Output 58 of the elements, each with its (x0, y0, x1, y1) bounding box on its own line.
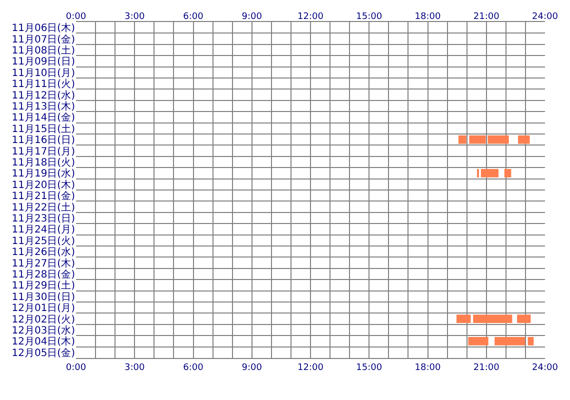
y-tick-label: 11月13日(木) (12, 100, 76, 112)
x2-tick-label: 12:00 (298, 362, 324, 373)
bar (494, 337, 526, 346)
bar (517, 314, 531, 323)
y-tick-label: 11月08日(土) (12, 44, 76, 56)
x2-tick-label: 6:00 (183, 362, 204, 373)
y-tick-label: 11月24日(月) (12, 224, 76, 236)
x2-tick-label: 18:00 (414, 362, 441, 373)
y-tick-label: 11月14日(金) (12, 112, 76, 124)
y-tick-label: 11月23日(日) (12, 214, 76, 224)
bar (480, 169, 498, 178)
y-tick-label: 11月22日(土) (12, 201, 76, 214)
y-tick-label: 11月29日(土) (12, 280, 76, 292)
x-tick-label: 0:00 (66, 12, 86, 22)
x2-tick-label: 3:00 (124, 362, 146, 373)
y-tick-label: 11月28日(金) (12, 268, 76, 280)
y-tick-label: 12月01日(月) (12, 303, 76, 314)
y-tick-label: 11月19日(水) (12, 168, 76, 180)
x2-tick-label: 15:00 (356, 362, 382, 373)
y-tick-label: 11月18日(火) (12, 156, 76, 168)
y-tick-label: 11月27日(木) (12, 257, 76, 270)
x-tick-label: 18:00 (414, 12, 441, 22)
bar (468, 337, 488, 346)
x2-tick-label: 24:00 (532, 362, 558, 373)
x-tick-label: 21:00 (473, 12, 500, 22)
x2-tick-label: 0:00 (66, 362, 86, 373)
bar (518, 135, 530, 144)
x-tick-label: 24:00 (532, 12, 558, 22)
bar (473, 314, 512, 323)
x2-tick-label: 21:00 (473, 362, 500, 373)
y-tick-label: 12月03日(水) (12, 324, 76, 336)
y-tick-label: 12月02日(火) (12, 313, 76, 326)
bar (504, 169, 512, 178)
x-tick-label: 12:00 (298, 12, 324, 22)
y-tick-label: 11月15日(土) (12, 122, 76, 135)
bar (528, 337, 534, 346)
y-tick-label: 11月10日(月) (12, 68, 76, 79)
x-tick-label: 9:00 (242, 12, 262, 22)
y-tick-label: 12月04日(木) (12, 336, 76, 348)
y-tick-label: 12月05日(金) (12, 346, 76, 359)
y-tick-label: 11月16日(日) (12, 135, 76, 146)
bar (456, 314, 471, 323)
y-tick-label: 11月09日(日) (12, 56, 76, 68)
x2-tick-label: 9:00 (242, 362, 262, 373)
y-tick-label: 11月07日(金) (12, 33, 76, 46)
y-tick-label: 11月26日(水) (12, 246, 76, 258)
y-tick-label: 11月30日(日) (12, 292, 76, 303)
y-tick-label: 11月20日(木) (12, 178, 76, 191)
x-tick-label: 6:00 (183, 12, 204, 22)
bar (458, 135, 466, 144)
y-tick-label: 11月25日(火) (12, 234, 76, 247)
y-tick-label: 11月12日(水) (12, 89, 76, 102)
y-tick-label: 11月21日(金) (12, 190, 76, 202)
x-tick-label: 3:00 (124, 12, 146, 22)
x-tick-label: 15:00 (356, 12, 382, 22)
y-tick-label: 11月11日(火) (12, 78, 76, 90)
y-tick-label: 11月17日(月) (12, 146, 76, 158)
y-tick-label: 11月06日(木) (12, 22, 76, 34)
